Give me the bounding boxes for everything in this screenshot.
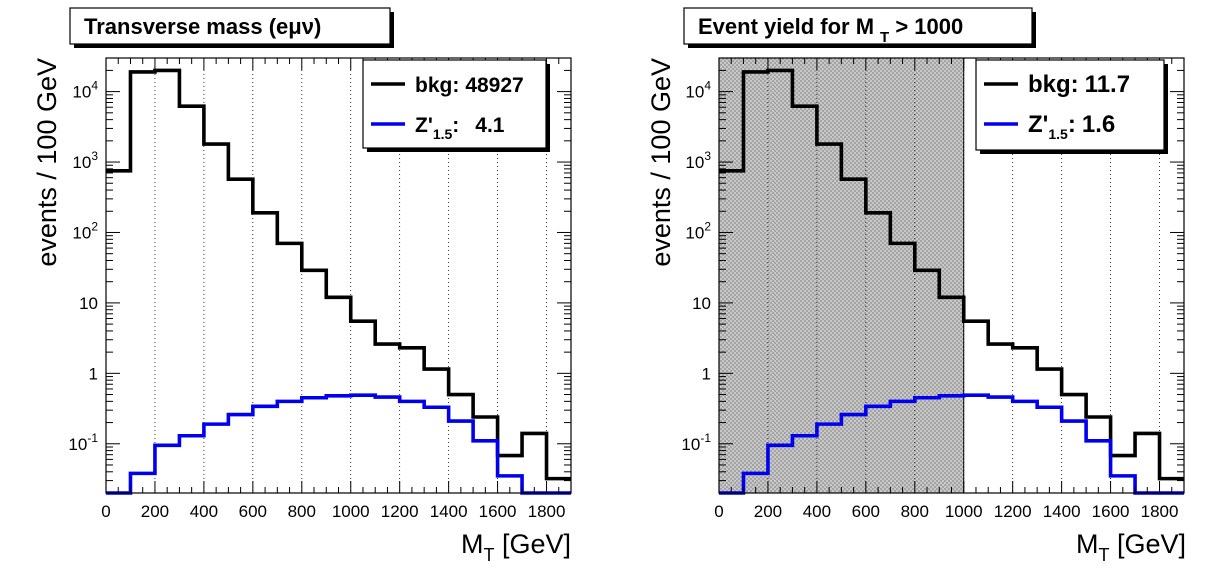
legend-label: bkg: [1028, 71, 1079, 98]
chart-title: Event yield for M T > 1000 [698, 14, 963, 46]
x-tick-label: 1400 [1043, 502, 1081, 521]
legend-label-sub: 1.5 [433, 126, 453, 142]
y-tick-label: 10-1 [68, 431, 98, 454]
y-tick-base: 10 [685, 223, 704, 242]
x-tick-label: 800 [901, 502, 929, 521]
y-tick-exponent: 3 [91, 149, 98, 163]
x-axis-title-sub: T [483, 545, 494, 565]
y-tick-label: 103 [72, 149, 98, 172]
chart-title-rest: > 1000 [889, 14, 963, 39]
x-tick-label: 800 [288, 502, 316, 521]
x-tick-label: 600 [852, 502, 880, 521]
x-tick-label: 600 [239, 502, 267, 521]
x-tick-label: 0 [101, 502, 110, 521]
y-tick-base: 1 [89, 364, 98, 383]
legend-value: 4.1 [475, 114, 505, 137]
legend-label: bkg: [415, 74, 459, 97]
y-tick-exponent: 3 [704, 149, 711, 163]
y-tick-base: 10 [692, 294, 711, 313]
x-tick-label: 1800 [1141, 502, 1179, 521]
y-tick-label: 1 [702, 364, 711, 383]
x-axis-title: MT [GeV] [461, 529, 571, 565]
x-tick-label: 200 [754, 502, 782, 521]
y-tick-exponent: -1 [700, 431, 711, 445]
y-tick-base: 1 [702, 364, 711, 383]
x-tick-label: 1600 [479, 502, 517, 521]
y-tick-label: 103 [685, 149, 711, 172]
legend-label-sub: 1.5 [1048, 126, 1068, 142]
y-tick-base: 10 [681, 435, 700, 454]
y-tick-base: 10 [72, 83, 91, 102]
y-tick-label: 1 [89, 364, 98, 383]
legend-value: 11.7 [1085, 71, 1130, 98]
chart-title-main: Transverse mass (eμν) [84, 14, 321, 39]
legend-value: 48927 [465, 74, 523, 97]
x-tick-label: 400 [803, 502, 831, 521]
legend-label-suffix: : [1068, 111, 1076, 138]
y-tick-base: 10 [72, 223, 91, 242]
x-tick-label: 200 [141, 502, 169, 521]
legend-label: Z' [1028, 111, 1048, 138]
x-tick-label: 0 [714, 502, 723, 521]
histogram-series-bkg [106, 68, 571, 481]
shaded-region [718, 57, 965, 494]
x-tick-label: 1600 [1092, 502, 1130, 521]
title-box [69, 7, 391, 45]
legend-value: 1.6 [1082, 111, 1115, 138]
legend-entry-zprime: Z'1.5: 1.6 [1028, 111, 1115, 142]
title-box [683, 7, 1033, 45]
legend-box [975, 59, 1165, 151]
x-tick-label: 1400 [430, 502, 468, 521]
y-tick-exponent: -1 [87, 431, 98, 445]
x-axis-title-main: M [461, 529, 484, 559]
y-tick-label: 104 [72, 79, 98, 102]
chart-panel-2: 0 200 400 600 800 1000 1200 1400 1600 18001041031… [646, 7, 1186, 565]
legend-label-suffix: : [452, 114, 459, 137]
chart-panel-1: 0 200 400 600 800 1000 1200 1400 1600 18001041031… [32, 7, 572, 565]
x-axis-title-main: M [1076, 529, 1099, 559]
x-axis-title-rest: [GeV] [494, 529, 571, 559]
histogram-series-zprime [719, 393, 1184, 495]
x-tick-label: 1200 [381, 502, 419, 521]
y-tick-exponent: 4 [704, 79, 711, 93]
x-axis-title-rest: [GeV] [1109, 529, 1186, 559]
legend-box [362, 59, 547, 149]
y-tick-base: 10 [79, 294, 98, 313]
x-tick-label: 1800 [528, 502, 566, 521]
y-tick-label: 10-1 [681, 431, 711, 454]
y-tick-label: 10 [692, 294, 711, 313]
legend-entry-bkg: bkg: 11.7 [1028, 71, 1130, 98]
legend-entry-zprime: Z'1.5: 4.1 [415, 114, 505, 142]
y-tick-label: 104 [685, 79, 711, 102]
x-tick-label: 1200 [994, 502, 1032, 521]
y-tick-label: 102 [685, 219, 711, 242]
y-axis-title: events / 100 GeV [646, 58, 676, 267]
x-tick-label: 1000 [332, 502, 370, 521]
histogram-series-zprime [106, 393, 571, 495]
x-axis-title-sub: T [1098, 545, 1109, 565]
chart-title-main: Event yield for M [698, 14, 874, 39]
y-tick-exponent: 4 [91, 79, 98, 93]
histogram-series-bkg [719, 68, 1184, 481]
y-tick-base: 10 [68, 435, 87, 454]
y-tick-exponent: 2 [704, 219, 711, 233]
x-tick-label: 400 [190, 502, 218, 521]
y-tick-label: 102 [72, 219, 98, 242]
y-tick-label: 10 [79, 294, 98, 313]
y-tick-exponent: 2 [91, 219, 98, 233]
chart-title: Transverse mass (eμν) [84, 14, 321, 39]
legend-entry-bkg: bkg: 48927 [415, 74, 524, 97]
y-axis-title: events / 100 GeV [32, 58, 62, 267]
x-tick-label: 1000 [945, 502, 983, 521]
x-axis-title: MT [GeV] [1076, 529, 1186, 565]
chart-title-sub: T [880, 29, 889, 46]
y-tick-base: 10 [72, 153, 91, 172]
y-tick-base: 10 [685, 83, 704, 102]
y-tick-base: 10 [685, 153, 704, 172]
legend-label: Z' [415, 114, 433, 137]
